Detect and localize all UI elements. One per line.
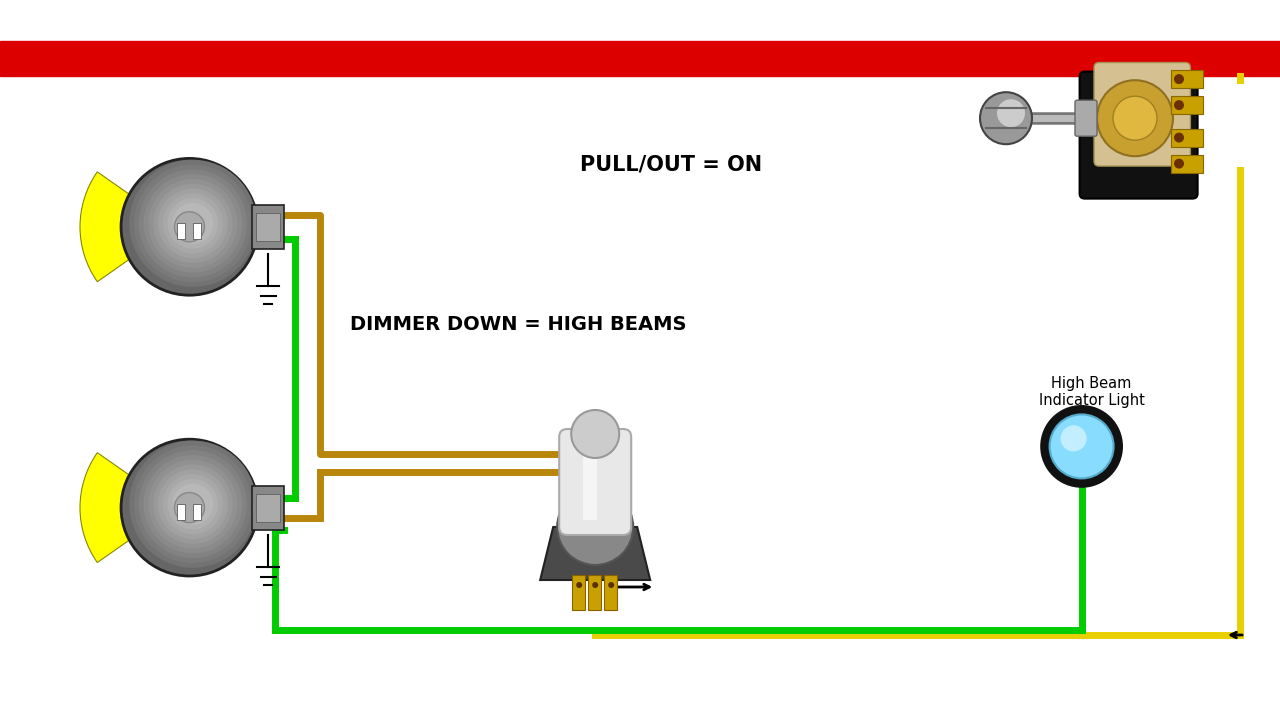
Circle shape <box>134 166 251 282</box>
Circle shape <box>145 175 242 272</box>
Circle shape <box>140 170 246 276</box>
Bar <box>604 575 617 610</box>
Text: High Beam: High Beam <box>1051 377 1132 392</box>
Circle shape <box>131 161 256 287</box>
Bar <box>1171 96 1203 114</box>
Circle shape <box>154 184 232 262</box>
Bar <box>1171 155 1203 173</box>
Polygon shape <box>540 527 650 580</box>
Circle shape <box>1042 406 1121 487</box>
Circle shape <box>1050 415 1114 478</box>
Circle shape <box>159 189 227 258</box>
Text: DIMMER DOWN = HIGH BEAMS: DIMMER DOWN = HIGH BEAMS <box>349 315 686 335</box>
Wedge shape <box>79 172 175 282</box>
Circle shape <box>168 480 218 528</box>
FancyBboxPatch shape <box>1075 100 1097 136</box>
Circle shape <box>997 99 1025 127</box>
Circle shape <box>140 451 246 557</box>
Circle shape <box>576 582 582 588</box>
Circle shape <box>174 492 205 523</box>
Bar <box>572 575 585 610</box>
Circle shape <box>1061 426 1087 451</box>
Circle shape <box>1114 96 1157 140</box>
FancyBboxPatch shape <box>1094 63 1190 166</box>
Bar <box>178 222 186 239</box>
Circle shape <box>148 179 237 267</box>
Circle shape <box>980 92 1032 144</box>
Circle shape <box>131 441 256 567</box>
Circle shape <box>174 212 205 242</box>
Bar <box>584 445 598 520</box>
Circle shape <box>173 485 212 524</box>
Circle shape <box>593 582 598 588</box>
FancyBboxPatch shape <box>1079 71 1198 199</box>
Circle shape <box>1174 74 1184 84</box>
Bar <box>589 575 602 610</box>
Circle shape <box>159 470 227 539</box>
Bar <box>256 213 280 240</box>
Circle shape <box>173 204 212 243</box>
Bar <box>193 222 201 239</box>
Bar <box>178 503 186 520</box>
Circle shape <box>571 410 620 458</box>
Circle shape <box>608 582 614 588</box>
Circle shape <box>557 489 634 565</box>
Circle shape <box>1097 80 1172 156</box>
Circle shape <box>122 158 257 295</box>
Circle shape <box>154 465 232 543</box>
Circle shape <box>148 460 237 548</box>
Bar <box>0 41 1280 76</box>
Text: Indicator Light: Indicator Light <box>1038 393 1144 408</box>
Bar <box>1171 70 1203 88</box>
Circle shape <box>168 199 218 248</box>
Circle shape <box>1174 158 1184 168</box>
Circle shape <box>145 456 242 553</box>
Bar <box>193 503 201 520</box>
Circle shape <box>122 439 257 576</box>
Bar <box>1171 129 1203 147</box>
Circle shape <box>1174 100 1184 110</box>
Circle shape <box>134 446 251 562</box>
FancyBboxPatch shape <box>559 429 631 535</box>
Circle shape <box>1174 132 1184 143</box>
Text: PULL/OUT = ON: PULL/OUT = ON <box>580 155 762 175</box>
Wedge shape <box>79 453 175 562</box>
Circle shape <box>164 474 223 534</box>
Bar <box>252 204 284 249</box>
Bar <box>252 485 284 530</box>
Bar <box>256 494 280 521</box>
Circle shape <box>164 194 223 253</box>
